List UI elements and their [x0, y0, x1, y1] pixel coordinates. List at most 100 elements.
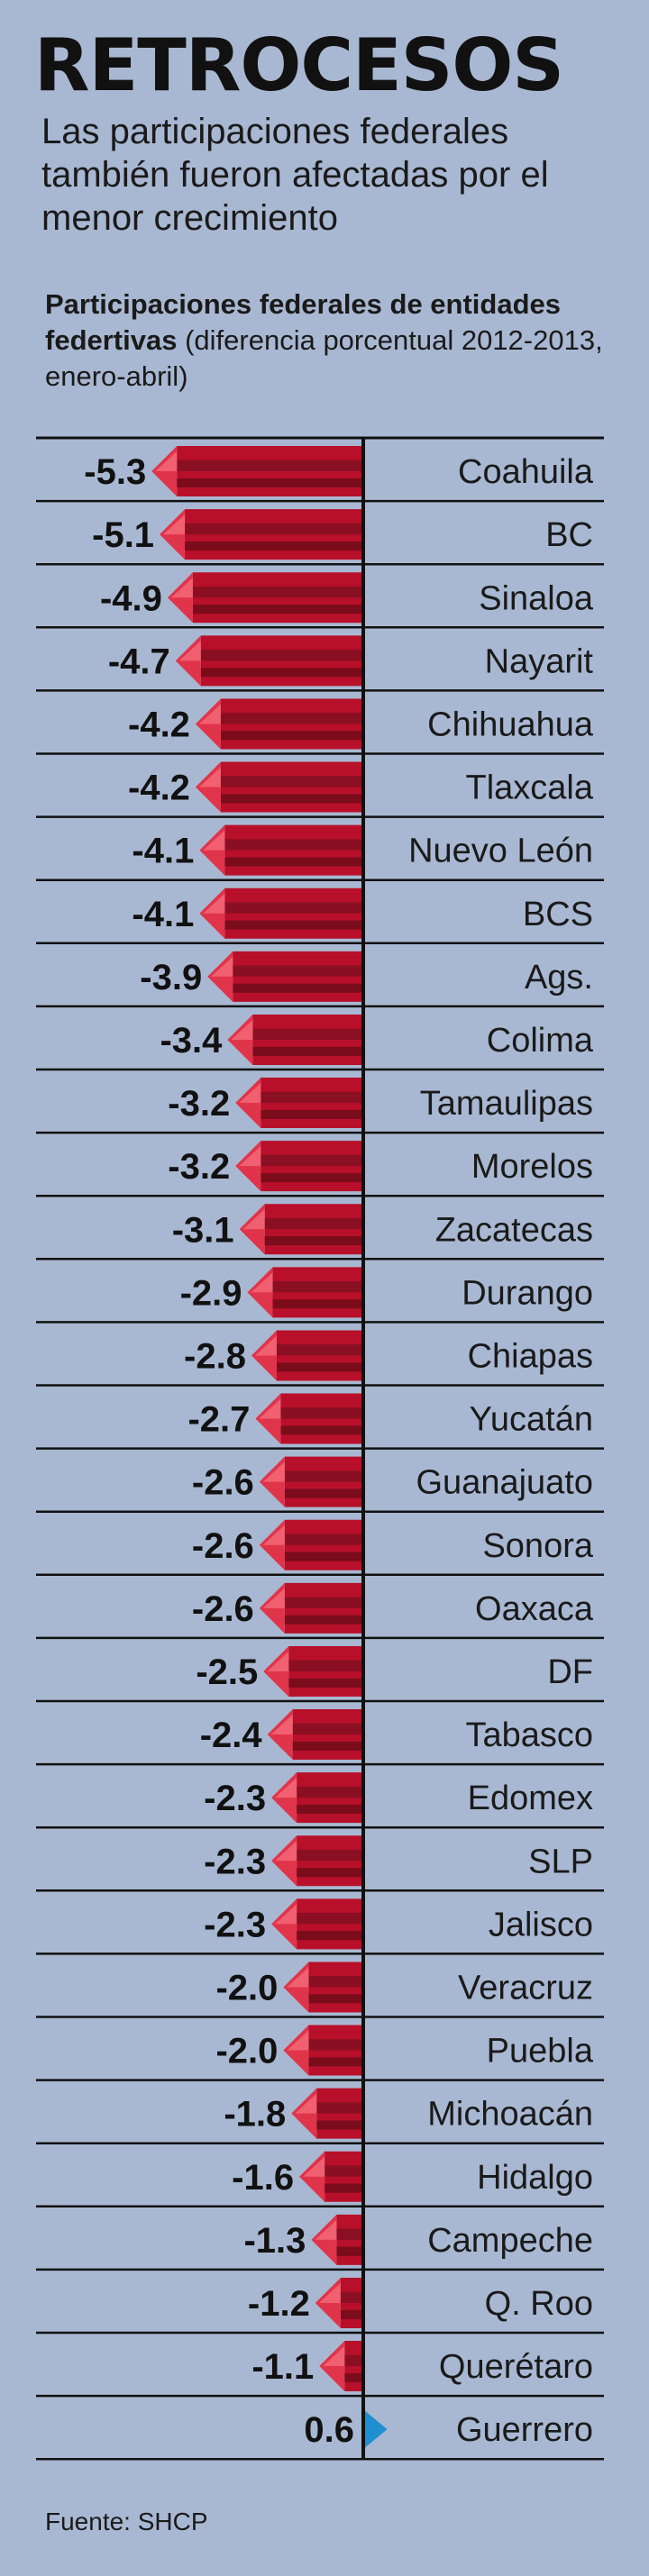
bar-tip-highlight: [275, 1778, 297, 1798]
value-label: -2.3: [204, 1905, 266, 1944]
bar-stripe: [284, 1534, 363, 1545]
bar-stripe: [308, 2057, 363, 2067]
value-label: -5.3: [84, 452, 146, 492]
category-label: Tlaxcala: [466, 769, 594, 807]
value-label: -4.2: [128, 705, 190, 744]
bar-stripe: [276, 1362, 363, 1372]
category-label: Michoacán: [427, 2096, 593, 2134]
bar-stripe: [261, 1091, 363, 1104]
bar-stripe: [292, 1741, 363, 1751]
bar-stripe: [284, 1488, 363, 1498]
bar-stripe: [288, 1678, 363, 1688]
value-label: -2.6: [192, 1589, 254, 1629]
bar-tip-highlight: [267, 1651, 289, 1671]
chart-heading-normal: (diferencia porcentual 2012-2013, enero-…: [45, 324, 603, 392]
value-label: -3.9: [140, 958, 202, 997]
category-label: Coahuila: [458, 453, 594, 491]
category-label: DF: [547, 1653, 593, 1691]
category-label: Morelos: [471, 1148, 593, 1186]
value-label: -1.8: [224, 2095, 286, 2135]
category-label: SLP: [528, 1843, 593, 1880]
bar-stripe: [220, 713, 363, 724]
value-label: -4.1: [132, 832, 194, 871]
bar-stripe: [261, 1154, 363, 1167]
bar-stripe: [261, 1109, 363, 1119]
bar-stripe: [220, 776, 363, 787]
bar-stripe: [308, 1994, 363, 2004]
page-subtitle: Las participaciones federales también fu…: [41, 112, 549, 238]
value-label: -2.6: [192, 1526, 254, 1566]
category-label: Veracruz: [458, 1969, 593, 2007]
bar-tip-highlight: [323, 2346, 345, 2367]
bar-stripe: [177, 478, 363, 487]
category-label: Hidalgo: [477, 2159, 593, 2197]
bar-tip-highlight: [198, 767, 221, 787]
category-label: Guanajuato: [416, 1464, 594, 1502]
category-label: Guerrero: [456, 2411, 593, 2449]
value-label: -5.1: [92, 515, 154, 555]
bar-stripe: [284, 1615, 363, 1625]
value-label: -2.8: [184, 1336, 246, 1376]
category-label: Durango: [462, 1274, 593, 1312]
bar-stripe: [324, 2165, 363, 2177]
category-label: Puebla: [487, 2033, 594, 2071]
bar-tip-highlight: [242, 1209, 265, 1230]
category-label: Edomex: [468, 1780, 593, 1817]
category-label: Jalisco: [489, 1906, 593, 1943]
bar-stripe: [220, 731, 363, 741]
bar-stripe: [200, 650, 363, 661]
bar-tip-highlight: [239, 1146, 261, 1167]
category-label: Sinaloa: [479, 579, 594, 617]
bar-stripe: [297, 1804, 363, 1815]
category-label: Q. Roo: [485, 2285, 593, 2323]
bar-stripe: [308, 1976, 363, 1988]
bar-tip-highlight: [259, 1398, 281, 1419]
value-label: -2.0: [215, 2032, 278, 2071]
page-title: RETROCESOS: [34, 23, 564, 107]
bar-tip-highlight: [287, 1967, 309, 1988]
value-label: -4.7: [108, 642, 170, 681]
bar-stripe: [288, 1660, 363, 1671]
bar-stripe: [297, 1913, 363, 1925]
bar-stripe: [284, 1470, 363, 1482]
value-label: -2.4: [200, 1716, 263, 1755]
bar-stripe: [224, 920, 363, 930]
bar-stripe: [185, 523, 363, 535]
value-label: -2.9: [180, 1273, 242, 1313]
bar-stripe: [340, 2291, 363, 2303]
value-label: 0.6: [304, 2410, 354, 2450]
bar-tip-highlight: [178, 641, 201, 661]
bar-tip-highlight: [275, 1904, 297, 1925]
chart-heading-bold: Participaciones federales de entidades f…: [45, 288, 562, 356]
bar-tip-highlight: [262, 1461, 285, 1482]
value-label: -3.2: [168, 1084, 230, 1124]
bar-stripe: [284, 1552, 363, 1561]
bar-32: [363, 2409, 388, 2450]
value-label: -2.3: [204, 1842, 266, 1881]
bar-stripe: [316, 2120, 363, 2130]
bar-stripe: [224, 902, 363, 914]
bar-tip-highlight: [287, 2030, 309, 2051]
bar-stripe: [252, 1028, 363, 1040]
category-label: Colima: [487, 1022, 594, 1060]
bar-stripe: [297, 1931, 363, 1941]
category-label: Querétaro: [439, 2348, 593, 2386]
value-label: -2.5: [196, 1652, 258, 1692]
source-note: Fuente: SHCP: [45, 2508, 208, 2535]
category-label: Tamaulipas: [420, 1085, 593, 1123]
bar-16: [280, 1393, 363, 1444]
bar-22: [297, 1772, 363, 1824]
value-label: -1.3: [243, 2221, 306, 2261]
bar-tip-highlight: [275, 1841, 297, 1861]
bar-tip-highlight: [203, 830, 225, 851]
bar-tip-highlight: [163, 514, 186, 535]
bar-stripe: [297, 1786, 363, 1798]
value-label: -4.2: [128, 769, 190, 808]
bar-stripe: [344, 2354, 363, 2367]
bar-tip-highlight: [254, 1335, 277, 1356]
category-label: Nuevo León: [408, 833, 593, 870]
bar-stripe: [233, 983, 363, 993]
